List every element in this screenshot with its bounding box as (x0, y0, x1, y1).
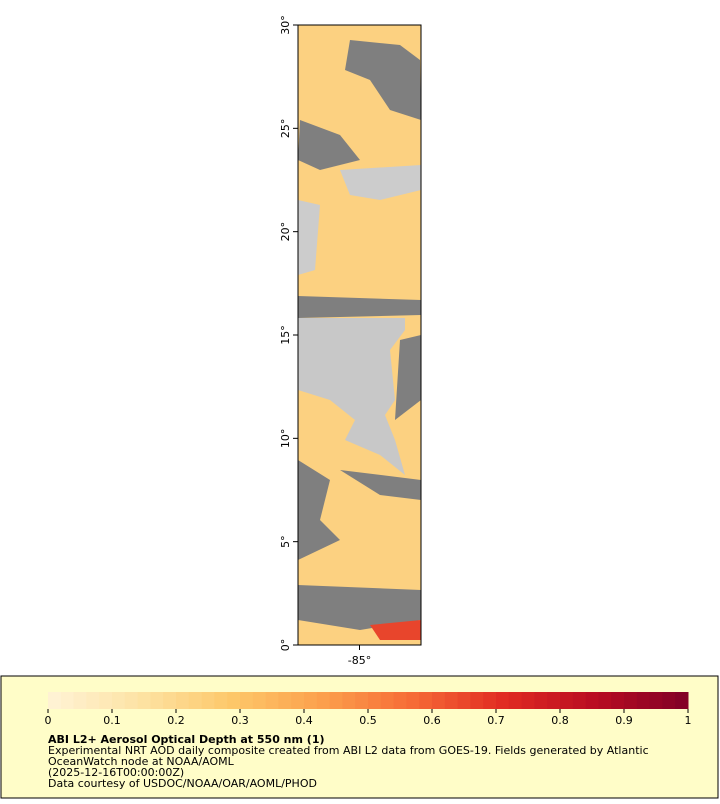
colorbar-segment (393, 692, 407, 709)
colorbar-segment (406, 692, 420, 709)
colorbar-segment (508, 692, 523, 709)
colorbar-segment (649, 692, 663, 709)
legend-line: Data courtesy of USDOC/NOAA/OAR/AOML/PHO… (48, 777, 317, 790)
colorbar-segment (547, 692, 561, 709)
colorbar-tick-label: 0.8 (551, 714, 569, 727)
y-tick-label: 30° (279, 15, 292, 35)
colorbar-tick-label: 0.9 (615, 714, 633, 727)
colorbar-segment (124, 692, 139, 709)
colorbar-tick-label: 0.5 (359, 714, 377, 727)
colorbar-segment (214, 692, 228, 709)
colorbar-segment (355, 692, 369, 709)
colorbar-segment (201, 692, 215, 709)
colorbar-segment (675, 692, 689, 709)
colorbar-segment (304, 692, 318, 709)
colorbar-segment (150, 692, 164, 709)
colorbar-segment (112, 692, 126, 709)
colorbar-segment (585, 692, 599, 709)
x-tick-label: -85° (348, 654, 371, 667)
colorbar-segment (265, 692, 279, 709)
legend-title: ABI L2+ Aerosol Optical Depth at 550 nm … (48, 733, 325, 746)
colorbar-segment (534, 692, 548, 709)
colorbar-segment (470, 692, 484, 709)
colorbar-segment (163, 692, 177, 709)
colorbar-segment (598, 692, 612, 709)
colorbar-segment (342, 692, 356, 709)
colorbar-segment (188, 692, 203, 709)
colorbar-segment (636, 692, 651, 709)
colorbar-segment (137, 692, 151, 709)
colorbar-segment (368, 692, 382, 709)
colorbar-segment (48, 692, 62, 709)
colorbar-segment (73, 692, 87, 709)
y-tick-label: 20° (279, 222, 292, 242)
colorbar-segment (560, 692, 574, 709)
colorbar-segment (572, 692, 587, 709)
colorbar-tick-label: 0.3 (231, 714, 249, 727)
colorbar-segment (419, 692, 433, 709)
legend-line: Experimental NRT AOD daily composite cre… (48, 744, 649, 757)
colorbar: 0 0.1 0.2 0.3 0.4 0.5 0.6 0.7 0.8 0.9 1 (45, 692, 692, 727)
colorbar-tick-label: 0 (45, 714, 52, 727)
colorbar-segment (611, 692, 625, 709)
colorbar-segment (432, 692, 446, 709)
colorbar-tick-label: 0.1 (103, 714, 121, 727)
colorbar-segment (329, 692, 343, 709)
colorbar-segment (444, 692, 459, 709)
colorbar-tick-label: 0.4 (295, 714, 313, 727)
colorbar-tick-label: 0.2 (167, 714, 185, 727)
colorbar-tick-label: 1 (685, 714, 692, 727)
colorbar-segment (291, 692, 305, 709)
colorbar-segment (457, 692, 471, 709)
y-tick-label: 25° (279, 119, 292, 139)
colorbar-segment (483, 692, 497, 709)
y-tick-label: 15° (279, 325, 292, 345)
colorbar-segment (176, 692, 190, 709)
map-image (298, 25, 421, 645)
colorbar-segment (496, 692, 510, 709)
colorbar-segment (227, 692, 241, 709)
colorbar-segment (252, 692, 267, 709)
colorbar-segment (316, 692, 331, 709)
colorbar-tick-label: 0.6 (423, 714, 441, 727)
colorbar-segment (624, 692, 638, 709)
colorbar-segment (278, 692, 292, 709)
colorbar-segment (86, 692, 100, 709)
colorbar-segment (662, 692, 676, 709)
colorbar-segment (99, 692, 113, 709)
colorbar-tick-label: 0.7 (487, 714, 505, 727)
legend-line: (2025-12-16T00:00:00Z) (48, 766, 184, 779)
legend-line: OceanWatch node at NOAA/AOML (48, 755, 235, 768)
colorbar-segment (521, 692, 535, 709)
y-tick-label: 5° (279, 535, 292, 548)
colorbar-segment (60, 692, 75, 709)
colorbar-segment (380, 692, 395, 709)
colorbar-segment (240, 692, 254, 709)
y-tick-label: 0° (279, 639, 292, 652)
axes: 0° 5° 10° 15° 20° 25° 30° -85° (279, 15, 371, 667)
y-tick-label: 10° (279, 429, 292, 449)
